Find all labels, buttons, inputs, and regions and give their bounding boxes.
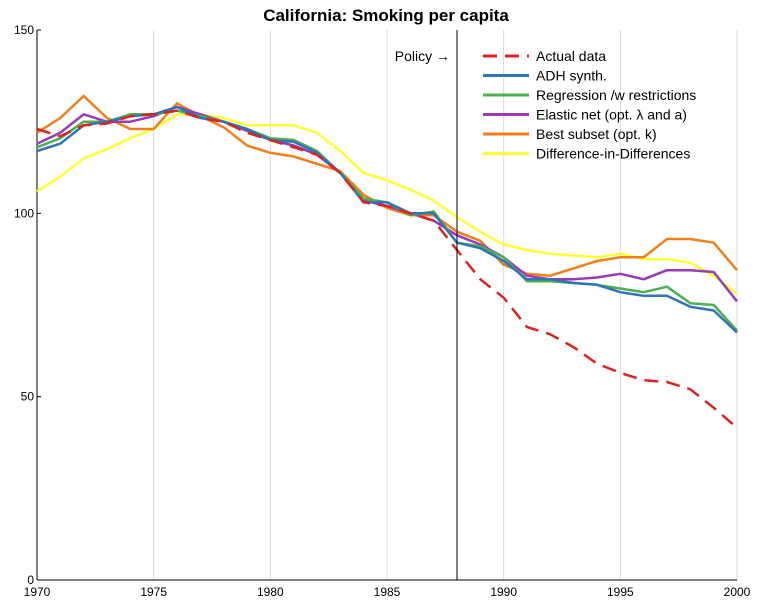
series-layer xyxy=(36,94,738,429)
x-tick-label: 1975 xyxy=(140,585,167,599)
x-tick-label: 1995 xyxy=(607,585,634,599)
tick-labels: 1970 1975 1980 1985 1990 1995 2000 0 50 100 150 xyxy=(14,23,751,599)
policy-annotation: Policy → xyxy=(395,48,450,64)
y-tick-label: 0 xyxy=(27,573,34,587)
series-line xyxy=(36,109,738,429)
x-tick-label: 1985 xyxy=(374,585,401,599)
series-line xyxy=(36,94,738,277)
legend-entry: Best subset (opt. k) xyxy=(536,126,657,142)
legend-entry: Elastic net (opt. λ and a) xyxy=(536,107,687,123)
y-tick-label: 100 xyxy=(14,206,34,220)
y-tick-label: 150 xyxy=(14,23,34,37)
x-tick-label: 1980 xyxy=(257,585,284,599)
legend-entry: ADH synth. xyxy=(536,68,607,84)
chart-title: California: Smoking per capita xyxy=(263,6,509,25)
policy-marker: Policy → xyxy=(395,30,458,580)
legend-entry: Difference-in-Differences xyxy=(536,146,690,162)
y-tick-label: 50 xyxy=(21,390,35,404)
x-tick-label: 1970 xyxy=(24,585,51,599)
gridlines xyxy=(153,30,738,580)
legend-entry: Regression /w restrictions xyxy=(536,87,696,103)
legend: Actual data ADH synth. Regression /w restr… xyxy=(483,48,696,162)
x-tick-label: 1990 xyxy=(490,585,517,599)
legend-entry: Actual data xyxy=(536,48,606,64)
axes xyxy=(36,29,737,581)
x-tick-label: 2000 xyxy=(724,585,751,599)
